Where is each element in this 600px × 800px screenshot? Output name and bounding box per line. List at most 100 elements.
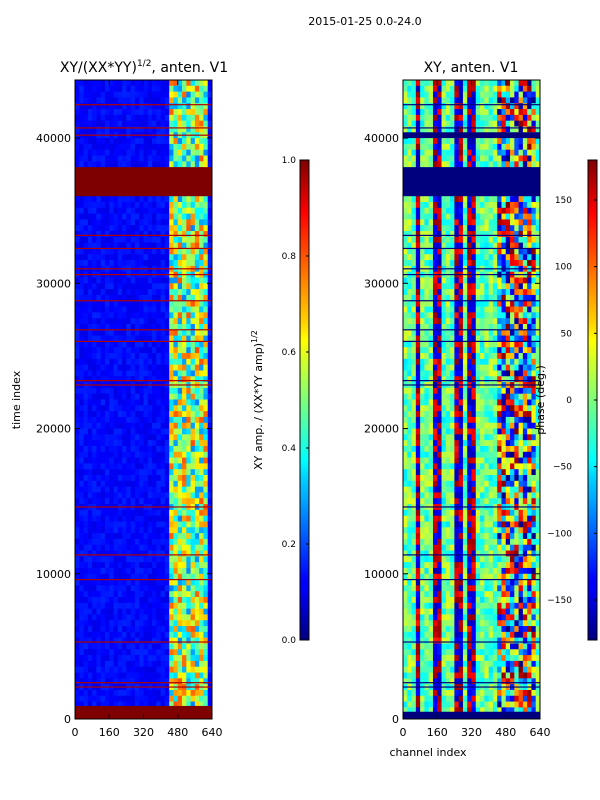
heatmap-cell [164,393,170,400]
heatmap-cell [424,213,430,220]
heatmap-cell [531,207,537,215]
heatmap-cell [83,347,89,354]
heatmap-cell [492,323,498,331]
heatmap-cell [130,213,136,220]
heatmap-cell [199,649,204,656]
heatmap-cell [535,323,541,331]
heatmap-cell [177,678,183,685]
heatmap-cell [194,689,200,697]
heatmap-cell [199,422,204,429]
heatmap-cell [122,161,127,168]
heatmap-cell [96,225,102,232]
heatmap-cell [96,318,102,325]
heatmap-cell [203,550,209,557]
heatmap-cell [79,655,84,662]
heatmap-cell [173,143,179,151]
heatmap-cell [152,544,157,551]
heatmap-cell [182,341,187,348]
heatmap-cell [194,567,200,575]
heatmap-cell [501,126,507,133]
heatmap-cell [437,318,442,325]
heatmap-cell [173,660,179,668]
heatmap-cell [104,695,110,702]
heatmap-cell [445,242,451,249]
heatmap-cell [415,114,421,122]
heatmap-cell [475,248,481,255]
heatmap-cell [113,306,119,313]
heatmap-cell [514,155,519,162]
heatmap-cell [173,620,179,627]
heatmap-cell [126,138,132,145]
heatmap-cell [173,643,179,650]
heatmap-cell [109,631,114,639]
heatmap-cell [437,236,442,244]
heatmap-cell [492,277,498,284]
heatmap-cell [445,91,451,98]
heatmap-cell [113,126,119,133]
heatmap-cell [467,149,472,156]
heatmap-cell [194,358,200,366]
heatmap-cell [194,335,200,342]
heatmap-cell [100,196,106,203]
heatmap-cell [96,120,102,127]
heatmap-cell [139,480,144,488]
heatmap-cell [139,353,144,360]
heatmap-cell [87,376,93,383]
heatmap-cell [173,492,179,499]
heatmap-cell [207,533,213,540]
heatmap-cell [122,248,127,255]
heatmap-cell [126,672,132,679]
heatmap-cell [100,294,106,302]
heatmap-cell [79,312,84,319]
heatmap-cell [139,260,144,267]
heatmap-cell [407,312,412,319]
heatmap-cell [130,143,136,151]
heatmap-cell [177,231,183,238]
heatmap-cell [126,393,132,400]
heatmap-cell [177,463,183,470]
heatmap-cell [169,312,174,319]
heatmap-cell [87,666,93,673]
heatmap-cell [143,579,149,586]
heatmap-cell [87,533,93,540]
heatmap-cell [199,225,204,232]
heatmap-cell [450,306,455,313]
heatmap-cell [467,196,472,203]
heatmap-cell [117,445,123,453]
heatmap-cell [147,550,153,557]
heatmap-cell [104,143,110,151]
heatmap-cell [182,689,187,697]
heatmap-cell [173,120,179,127]
heatmap-cell [113,544,119,551]
heatmap-cell [83,649,89,656]
heatmap-cell [113,399,119,406]
heatmap-cell [96,672,102,679]
heatmap-cell [203,248,209,255]
heatmap-cell [143,294,149,302]
heatmap-cell [147,196,153,203]
heatmap-cell [92,637,97,644]
heatmap-cell [87,608,93,615]
heatmap-cell [164,248,170,255]
heatmap-cell [143,533,149,540]
heatmap-cell [173,649,179,656]
heatmap-cell [156,521,162,528]
heatmap-cell [207,329,213,336]
heatmap-cell [87,538,93,546]
heatmap-cell [182,428,187,435]
heatmap-cell [156,660,162,668]
heatmap-cell [471,138,477,145]
heatmap-cell [160,498,166,505]
heatmap-cell [467,85,472,93]
heatmap-cell [143,353,149,360]
heatmap-cell [531,155,537,162]
heatmap-cell [177,364,183,371]
heatmap-cell [113,498,119,505]
heatmap-cell [75,457,80,464]
heatmap-cell [522,312,528,319]
heatmap-cell [186,341,191,348]
heatmap-cell [160,283,166,290]
heatmap-cell [186,463,191,470]
heatmap-cell [152,207,157,215]
heatmap-cell [514,300,519,307]
